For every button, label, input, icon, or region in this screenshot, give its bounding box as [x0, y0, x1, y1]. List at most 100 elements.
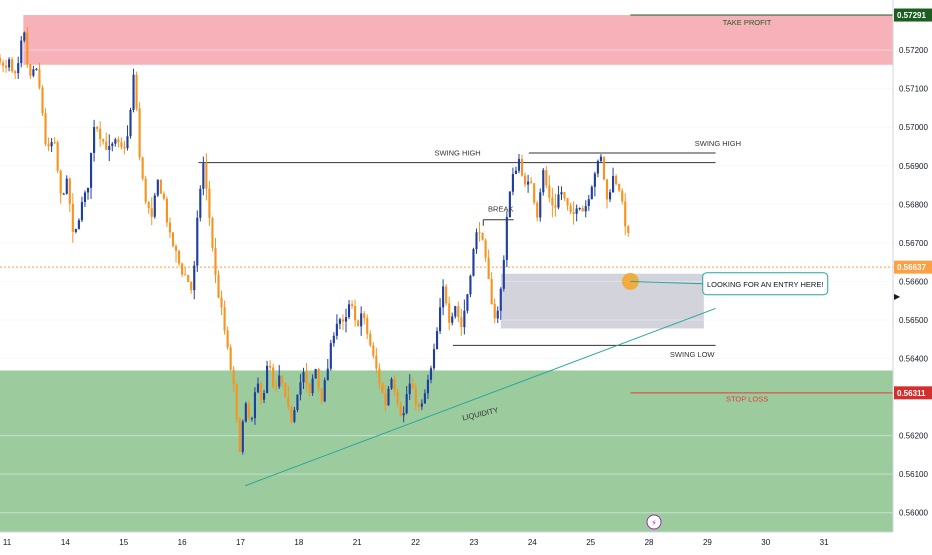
candle-body [174, 245, 178, 251]
time-tick-label[interactable]: 21 [353, 538, 362, 547]
scroll-arrow-icon[interactable]: ▶ [894, 292, 901, 301]
price-tick-label: 0.57100 [899, 85, 928, 94]
candle-body [250, 418, 253, 420]
candle-body [20, 40, 23, 64]
flash-button-ring[interactable] [646, 514, 662, 530]
price-tag-label: 0.57291 [897, 11, 926, 20]
time-tick-label[interactable]: 16 [178, 538, 187, 547]
candle-body [484, 240, 487, 258]
time-tick-label[interactable]: 11 [3, 538, 12, 547]
candle-body [278, 375, 281, 387]
candle-body [523, 175, 527, 185]
candle-body [517, 158, 521, 171]
candle-body [581, 207, 584, 212]
entry-callout-text: LOOKING FOR AN ENTRY HERE! [707, 280, 823, 289]
candle-body [0, 57, 2, 63]
candle-body [177, 250, 181, 264]
time-tick-label[interactable]: 18 [294, 538, 303, 547]
candle-body [432, 349, 436, 369]
price-tick-label: 0.56200 [899, 432, 928, 441]
time-tick-label[interactable]: 28 [645, 538, 654, 547]
time-tick-label[interactable]: 22 [411, 538, 420, 547]
time-tick-label[interactable]: 25 [586, 538, 595, 547]
candle-body [505, 216, 508, 260]
candle-body [147, 201, 150, 209]
candle-body [335, 323, 338, 336]
candle-body [457, 306, 460, 318]
candle-body [199, 188, 202, 218]
candles-layer [0, 26, 630, 455]
candle-body [502, 259, 505, 289]
candle-body [363, 313, 366, 319]
candle-body [545, 170, 548, 186]
candle-body [542, 170, 545, 193]
candle-body [153, 195, 156, 217]
time-tick-label[interactable]: 17 [236, 538, 245, 547]
price-tick-label: 0.56900 [899, 162, 928, 171]
candle-body [520, 158, 524, 176]
flash-icon[interactable]: ⚡ [651, 519, 657, 528]
time-tick-label[interactable]: 24 [528, 538, 537, 547]
candle-body [1, 62, 5, 66]
candle-body [187, 274, 190, 283]
time-tick-label[interactable]: 15 [119, 538, 128, 547]
time-tick-label[interactable]: 30 [761, 538, 770, 547]
price-tag-label: 0.56311 [897, 389, 926, 398]
candle-body [426, 379, 430, 394]
candle-body [83, 192, 87, 203]
candle-body [599, 156, 603, 161]
time-tick-label[interactable]: 29 [703, 538, 712, 547]
price-tick-label: 0.56400 [899, 355, 928, 364]
candle-body [62, 193, 65, 195]
candle-body [35, 69, 38, 71]
candle-body [323, 380, 326, 402]
price-tick-label: 0.57000 [899, 123, 928, 132]
candle-body [612, 175, 615, 193]
candle-body [41, 87, 44, 114]
candle-body [399, 403, 402, 416]
time-tick-label[interactable]: 23 [469, 538, 478, 547]
candle-body [156, 179, 159, 196]
liquidity-trendline [244, 307, 716, 487]
candle-body [162, 193, 165, 199]
candle-body [618, 184, 621, 191]
candle-body [429, 368, 433, 380]
candle-body [451, 316, 454, 323]
candle-body [605, 179, 609, 200]
candle-body [463, 310, 466, 328]
time-axis-ticks[interactable]: 11 14 15 16 17 18 21 22 23 24 25 28 29 30 31 [3, 538, 829, 547]
candle-body [621, 190, 624, 202]
candle-body [530, 181, 533, 184]
candle-body [59, 170, 62, 194]
candle-body [417, 404, 420, 407]
price-tag-bg [894, 386, 932, 400]
candle-body [302, 372, 305, 383]
price-axis-ticks: 0.57200 0.57100 0.57000 0.56900 0.56800 0.567… [899, 46, 928, 518]
candle-body [627, 226, 630, 233]
time-tick-label[interactable]: 14 [61, 538, 70, 547]
candle-body [305, 372, 308, 384]
candle-body [244, 403, 247, 422]
candle-body [511, 174, 514, 192]
candle-body [584, 206, 587, 212]
candle-body [247, 403, 250, 419]
flash-button[interactable]: ⚡ [646, 514, 662, 530]
callout-connector [630, 280, 703, 285]
candle-body [548, 185, 551, 198]
candle-body [390, 378, 393, 389]
candle-body [572, 212, 575, 214]
candle-body [472, 249, 475, 276]
candle-body [56, 142, 59, 171]
price-tags: 0.57291 0.56637 0.56311 [894, 8, 932, 400]
levels-layer [0, 14, 893, 487]
price-axis-background [893, 0, 932, 550]
candle-body [402, 413, 405, 416]
candle-body [129, 109, 132, 137]
candle-body [159, 179, 162, 194]
candle-body [608, 192, 612, 200]
time-tick-label[interactable]: 31 [820, 538, 829, 547]
candle-body [68, 178, 71, 204]
candle-body [411, 383, 414, 389]
